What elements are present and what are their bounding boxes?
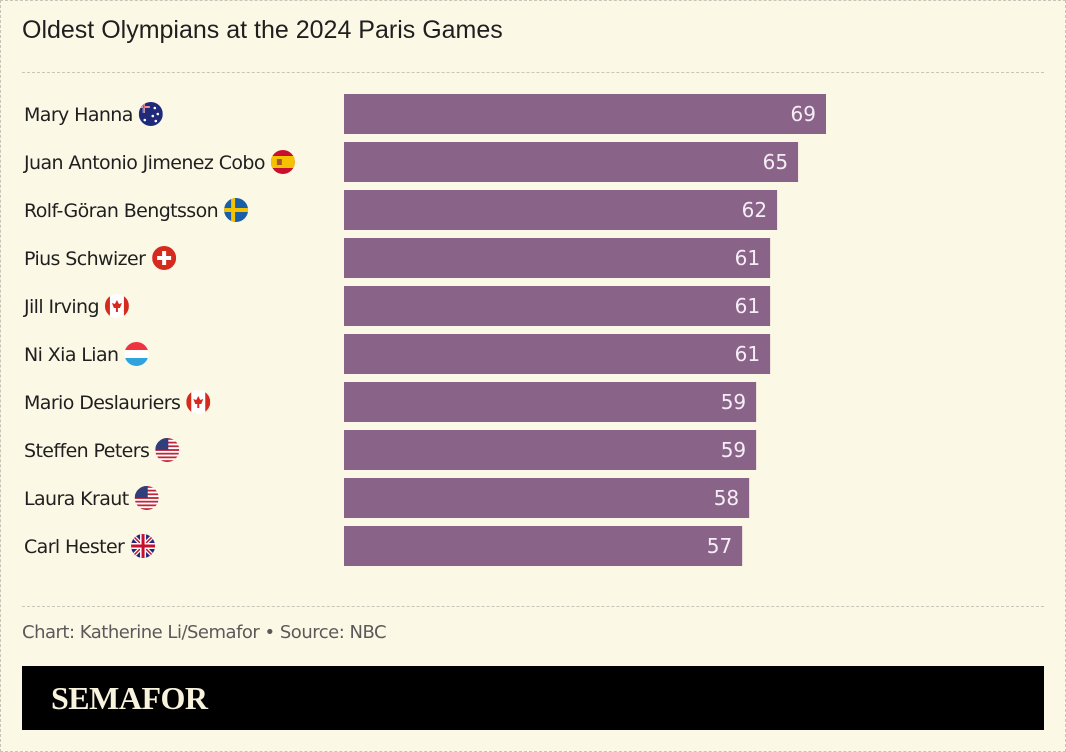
bar-row: Ni Xia Lian 61 xyxy=(24,334,771,374)
category-label: Carl Hester xyxy=(24,536,125,558)
category-label: Juan Antonio Jimenez Cobo xyxy=(23,152,265,174)
value-label: 57 xyxy=(707,534,732,558)
value-label: 59 xyxy=(721,438,746,462)
category-label: Jill Irving xyxy=(23,296,99,318)
value-label: 61 xyxy=(735,294,760,318)
bar-row: Pius Schwizer 61 xyxy=(24,238,771,278)
category-label: Pius Schwizer xyxy=(24,248,146,270)
category-label: Steffen Peters xyxy=(24,440,149,462)
chart-title: Oldest Olympians at the 2024 Paris Games xyxy=(22,16,503,44)
bar-row: Laura Kraut 58 xyxy=(24,478,750,518)
bar xyxy=(344,286,771,326)
uk-flag-icon xyxy=(131,534,156,558)
value-label: 62 xyxy=(742,198,767,222)
value-label: 59 xyxy=(721,390,746,414)
category-label: Rolf-Göran Bengtsson xyxy=(24,200,218,222)
usa-flag-icon xyxy=(134,486,159,510)
bar xyxy=(344,238,771,278)
luxembourg-flag-icon xyxy=(124,342,149,366)
bar xyxy=(344,334,771,374)
switzerland-flag-icon xyxy=(152,246,177,270)
bar xyxy=(344,142,799,182)
bar-row: Mario Deslauriers 59 xyxy=(24,382,757,422)
bar-row: Carl Hester 57 xyxy=(24,526,743,566)
value-label: 58 xyxy=(714,486,739,510)
bar xyxy=(344,190,778,230)
bar-row: Rolf-Göran Bengtsson 62 xyxy=(24,190,778,230)
bar-row: Steffen Peters 59 xyxy=(24,430,757,470)
bar-row: Juan Antonio Jimenez Cobo 65 xyxy=(23,142,799,182)
bar-chart: Mary Hanna 69 Juan Antonio Jimenez Cobo 65 R… xyxy=(23,94,826,566)
spain-flag-icon xyxy=(270,150,295,174)
value-label: 69 xyxy=(791,102,816,126)
usa-flag-icon xyxy=(155,438,180,462)
category-label: Laura Kraut xyxy=(24,488,129,510)
divider-top xyxy=(22,72,1044,73)
brand-logo: SEMAFOR xyxy=(51,680,208,716)
bar-row: Mary Hanna 69 xyxy=(24,94,826,134)
category-label: Mario Deslauriers xyxy=(24,392,180,414)
category-label: Mary Hanna xyxy=(24,104,133,126)
bar xyxy=(344,478,750,518)
bar xyxy=(344,526,743,566)
bar xyxy=(344,94,826,134)
bar xyxy=(344,430,757,470)
sweden-flag-icon xyxy=(224,198,249,222)
canada-flag-icon xyxy=(186,390,211,414)
chart-credit: Chart: Katherine Li/Semafor • Source: NB… xyxy=(22,622,387,643)
brand-banner: SEMAFOR xyxy=(22,666,1044,730)
value-label: 61 xyxy=(735,342,760,366)
divider-bottom xyxy=(22,606,1044,607)
value-label: 65 xyxy=(763,150,788,174)
value-label: 61 xyxy=(735,246,760,270)
canada-flag-icon xyxy=(104,294,129,318)
bar xyxy=(344,382,757,422)
bar-row: Jill Irving 61 xyxy=(23,286,771,326)
category-label: Ni Xia Lian xyxy=(24,344,118,366)
australia-flag-icon xyxy=(138,102,163,126)
